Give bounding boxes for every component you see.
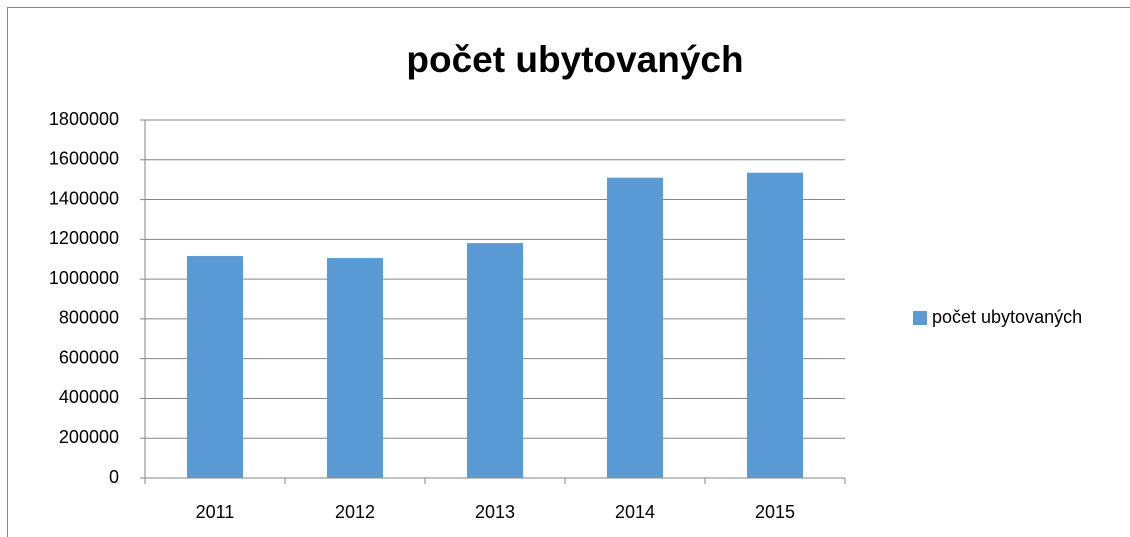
y-tick-label: 1600000	[49, 149, 119, 169]
y-tick-label: 0	[109, 467, 119, 487]
y-tick-label: 1400000	[49, 188, 119, 208]
y-tick-label: 1000000	[49, 268, 119, 288]
x-tick-label: 2012	[335, 502, 375, 522]
bar	[607, 177, 663, 478]
legend-label: počet ubytovaných	[932, 307, 1082, 327]
bar	[747, 172, 803, 478]
y-tick-label: 400000	[59, 387, 119, 407]
bar	[467, 243, 523, 478]
bar	[327, 258, 383, 478]
y-tick-label: 1800000	[49, 109, 119, 129]
chart-frame	[7, 7, 1130, 537]
x-tick-label: 2013	[475, 502, 515, 522]
x-tick-label: 2011	[196, 502, 235, 522]
x-tick-label: 2014	[615, 502, 655, 522]
chart-title: počet ubytovaných	[406, 39, 743, 80]
y-tick-label: 600000	[59, 347, 119, 367]
legend-swatch	[913, 311, 927, 325]
y-tick-label: 800000	[59, 308, 119, 328]
y-tick-label: 1200000	[49, 228, 119, 248]
x-tick-label: 2015	[755, 502, 795, 522]
bar	[187, 256, 243, 478]
y-tick-label: 200000	[59, 427, 119, 447]
